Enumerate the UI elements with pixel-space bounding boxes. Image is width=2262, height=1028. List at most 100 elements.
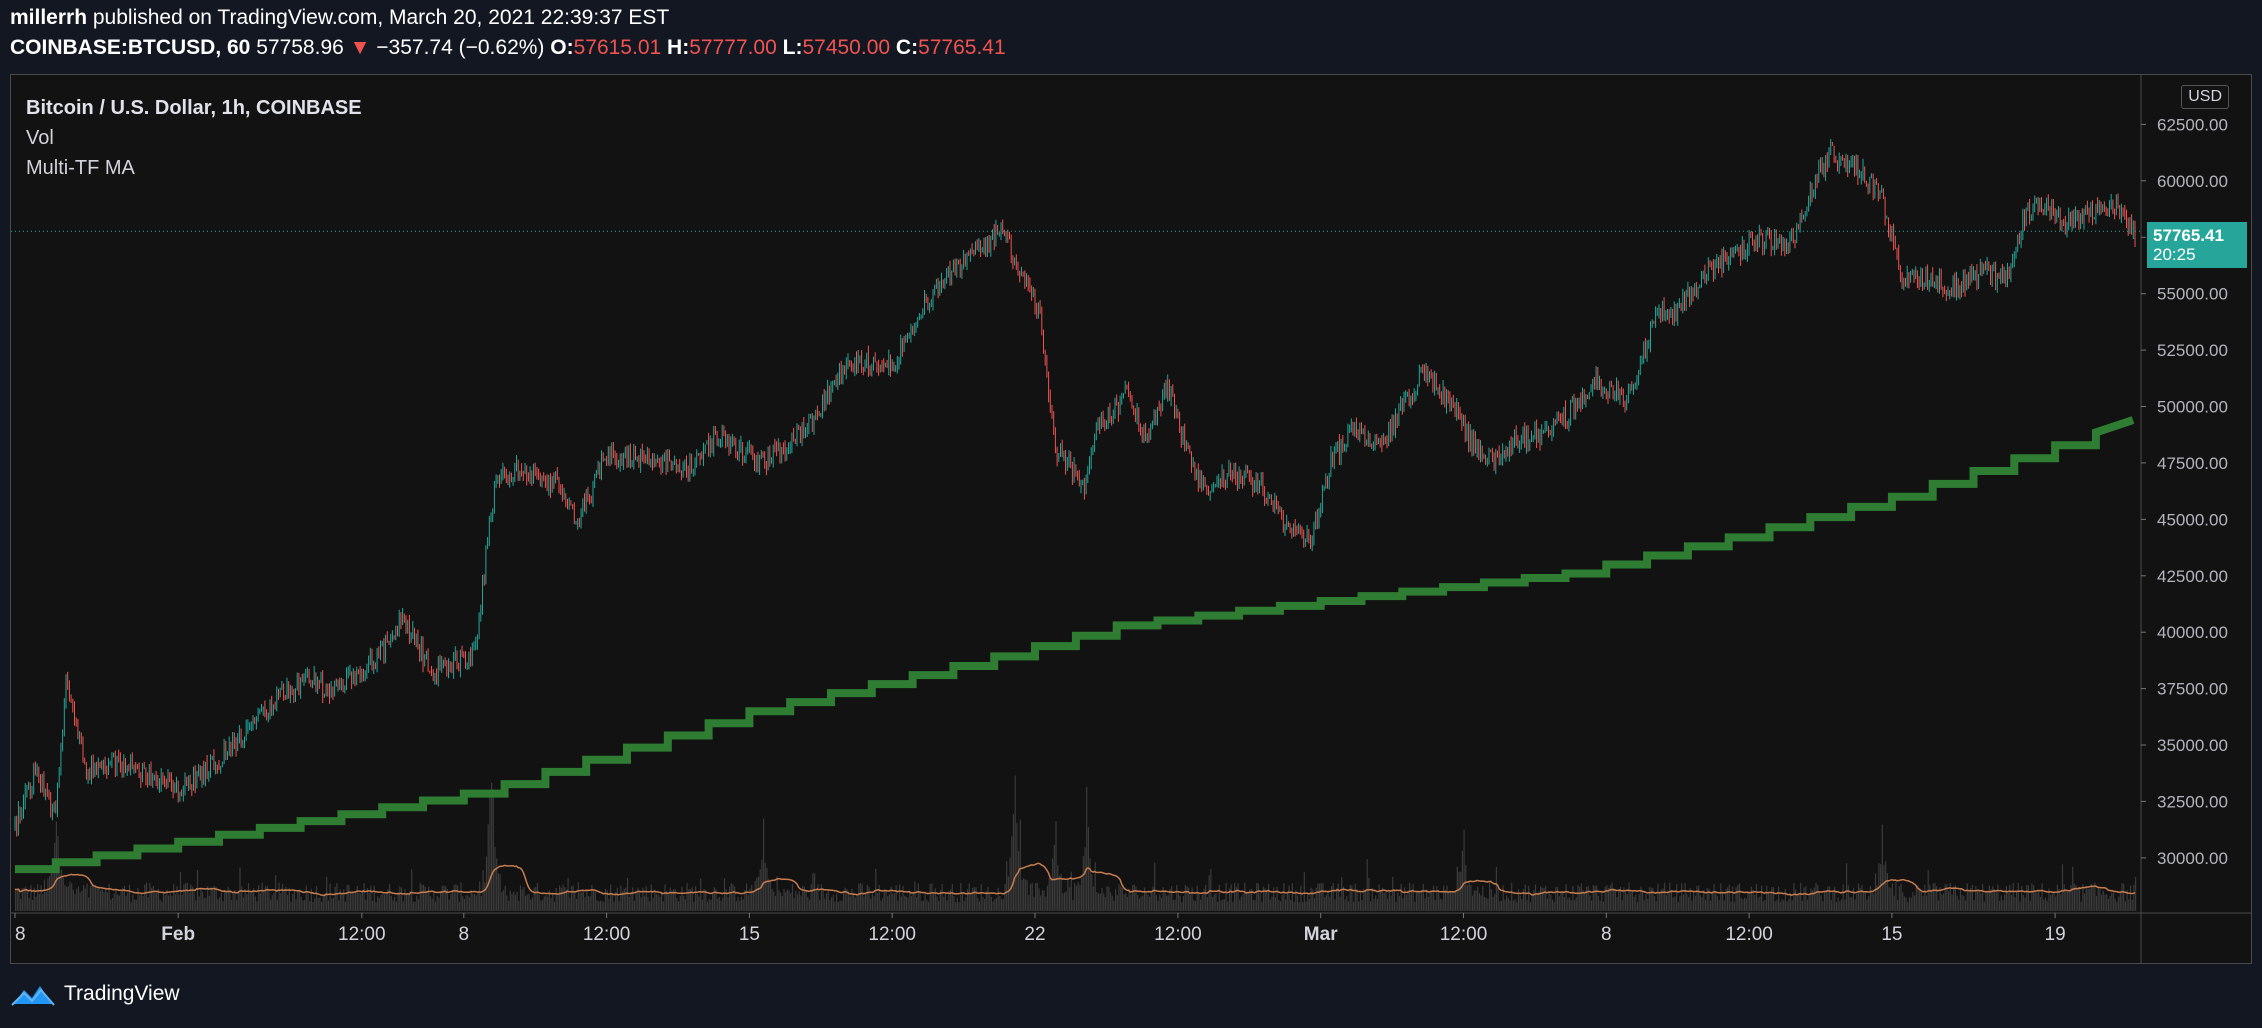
volume-bar xyxy=(117,894,119,911)
volume-bar xyxy=(1118,884,1120,911)
volume-bar xyxy=(955,902,957,911)
volume-bar xyxy=(236,899,238,911)
volume-bar xyxy=(608,898,610,911)
volume-bar xyxy=(1602,901,1605,911)
volume-bar xyxy=(164,895,166,911)
volume-bar xyxy=(1686,893,1688,911)
volume-bar xyxy=(1820,895,1822,911)
volume-bar xyxy=(936,896,938,911)
volume-bar xyxy=(616,887,618,911)
volume-bar xyxy=(1572,885,1574,911)
volume-bar xyxy=(805,890,807,911)
volume-bar xyxy=(1676,884,1678,911)
volume-bar xyxy=(956,897,958,911)
volume-bar xyxy=(870,898,872,911)
volume-bar xyxy=(576,899,578,911)
volume-bar xyxy=(1946,884,1948,911)
volume-bar xyxy=(861,884,863,911)
volume-bar xyxy=(203,898,205,911)
volume-bar xyxy=(193,889,195,911)
volume-bar xyxy=(355,892,357,911)
price-chart[interactable]: 30000.00 32500.00 35000.00 37500.00 40000.00… xyxy=(11,75,2251,963)
volume-bar xyxy=(1568,897,1571,911)
volume-bar xyxy=(1115,889,1117,911)
volume-bar xyxy=(1963,895,1965,911)
volume-bar xyxy=(2095,896,2098,911)
volume-bar xyxy=(701,899,703,911)
volume-bar xyxy=(841,900,843,911)
volume-bar xyxy=(232,893,234,911)
volume-bar xyxy=(615,892,617,911)
volume-bar xyxy=(1645,894,1647,911)
volume-bar xyxy=(899,884,901,911)
volume-bar xyxy=(467,895,469,911)
volume-bar xyxy=(1172,900,1174,911)
legend-title[interactable]: Bitcoin / U.S. Dollar, 1h, COINBASE xyxy=(26,97,362,119)
volume-bar xyxy=(1650,887,1652,911)
volume-bar xyxy=(2068,891,2070,911)
volume-bar xyxy=(1997,884,1999,911)
footer-brand[interactable]: TradingView xyxy=(10,982,180,1006)
volume-bar xyxy=(331,898,333,911)
volume-bar xyxy=(1444,889,1446,911)
volume-bar xyxy=(1489,882,1491,911)
volume-bar xyxy=(854,897,856,911)
volume-bar xyxy=(125,895,127,911)
volume-bar xyxy=(485,856,488,911)
volume-bar xyxy=(69,881,71,911)
volume-bar xyxy=(1099,893,1101,911)
chart-frame[interactable]: 30000.00 32500.00 35000.00 37500.00 40000.00… xyxy=(10,74,2252,964)
volume-bar xyxy=(2027,885,2030,911)
y-tick-label: 50000.00 xyxy=(2157,398,2228,417)
volume-bar xyxy=(101,889,103,911)
volume-bar xyxy=(773,891,775,911)
currency-badge[interactable]: USD xyxy=(2181,85,2229,109)
volume-bar xyxy=(1179,895,1181,911)
volume-bar xyxy=(1744,897,1746,911)
volume-bar xyxy=(86,883,88,911)
volume-bar xyxy=(535,886,537,911)
volume-bar xyxy=(2078,886,2081,911)
volume-bar xyxy=(261,882,263,911)
volume-bar xyxy=(105,888,107,911)
volume-bar xyxy=(1001,899,1003,911)
volume-bar xyxy=(1730,901,1732,911)
volume-bar xyxy=(1653,895,1656,911)
volume-bar xyxy=(2029,900,2031,911)
legend-ma[interactable]: Multi-TF MA xyxy=(26,157,135,179)
volume-bar xyxy=(1500,900,1503,911)
volume-bar xyxy=(1176,885,1178,911)
volume-bar xyxy=(523,887,525,911)
x-tick-label: 12:00 xyxy=(1154,924,1202,945)
volume-bar xyxy=(553,901,556,911)
volume-bar xyxy=(400,887,403,911)
volume-bar xyxy=(837,902,839,911)
volume-bar xyxy=(1898,886,1900,911)
author-name[interactable]: millerrh xyxy=(10,6,88,29)
volume-bar xyxy=(744,889,746,911)
volume-bar xyxy=(1937,900,1939,911)
volume-bar xyxy=(1271,896,1273,911)
volume-bar xyxy=(67,886,69,911)
volume-bar xyxy=(708,898,710,911)
volume-bar xyxy=(446,889,448,911)
volume-bar xyxy=(1944,884,1946,911)
volume-bar xyxy=(1256,883,1258,911)
volume-bar xyxy=(999,896,1001,911)
chart-legend: Bitcoin / U.S. Dollar, 1h, COINBASE Vol … xyxy=(26,93,362,183)
volume-bar xyxy=(1286,893,1288,911)
volume-bar xyxy=(1745,898,1747,911)
legend-volume[interactable]: Vol xyxy=(26,127,54,149)
volume-bar xyxy=(450,894,452,911)
volume-bar xyxy=(1443,885,1445,911)
volume-bar xyxy=(834,901,836,911)
volume-bar xyxy=(1483,896,1486,911)
volume-bar xyxy=(397,892,399,911)
volume-bar xyxy=(1626,894,1628,911)
volume-bar xyxy=(890,886,892,911)
volume-bar xyxy=(793,898,795,911)
volume-bar xyxy=(1929,884,1931,911)
volume-bar xyxy=(1278,899,1280,911)
volume-bar xyxy=(32,900,34,911)
volume-bar xyxy=(1409,882,1411,911)
